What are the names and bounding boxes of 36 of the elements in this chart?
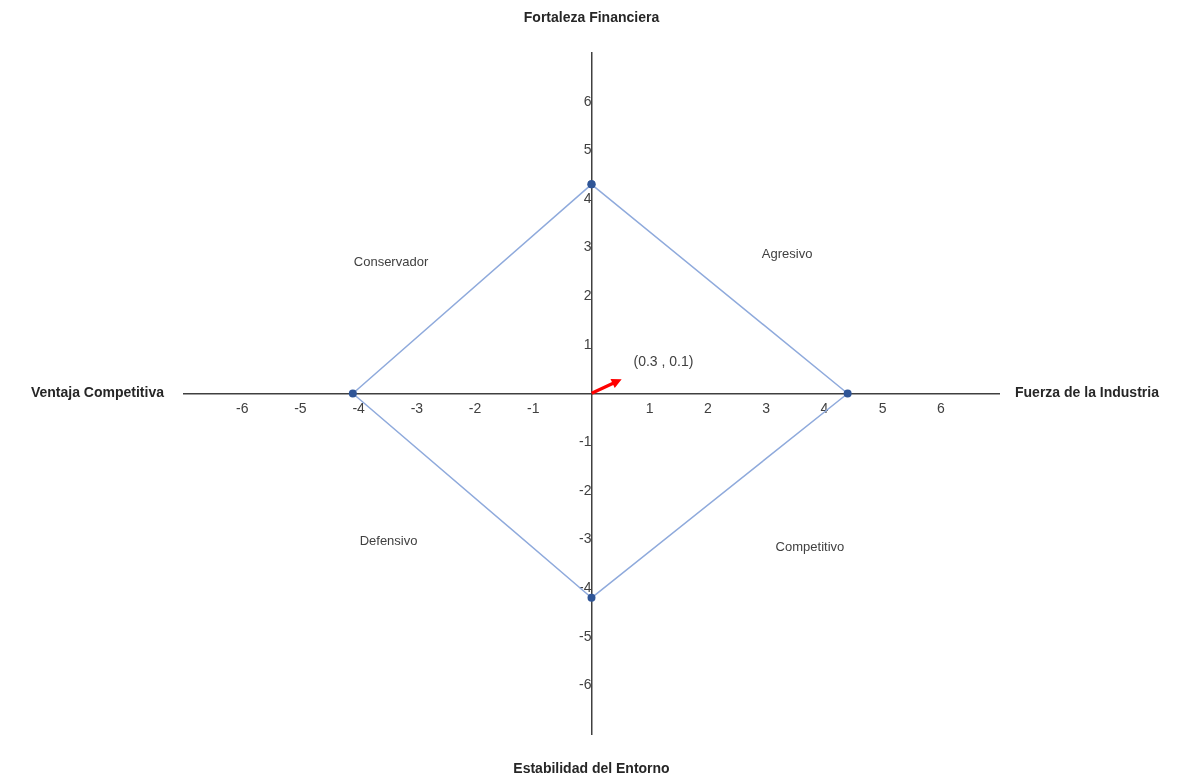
x-tick-label: 5 xyxy=(878,399,887,416)
x-tick-label: -3 xyxy=(410,399,424,416)
y-tick-label: -6 xyxy=(579,676,592,693)
y-tick-label: -5 xyxy=(579,627,592,644)
annotation: Defensivo xyxy=(359,532,418,548)
y-tick-label: -3 xyxy=(579,530,592,547)
point xyxy=(587,593,596,602)
annotation: (0.3 , 0.1) xyxy=(633,353,694,370)
x-tick-label: 4 xyxy=(820,399,829,416)
x-tick-label: 6 xyxy=(936,399,945,416)
y-tick-label: 1 xyxy=(583,335,592,352)
annotation: Conservador xyxy=(353,253,429,269)
x-tick-label: -1 xyxy=(527,399,540,416)
x-tick-label: -5 xyxy=(294,399,307,416)
x-tick-label: -6 xyxy=(235,399,249,416)
y-axis-title: Fortaleza Financiera xyxy=(523,8,660,25)
y-tick-label: -4 xyxy=(579,578,592,595)
y-tick-label: 3 xyxy=(583,238,592,255)
text: Ventaja Competitiva xyxy=(30,384,165,401)
x-axis-title: Fuerza de la Industria xyxy=(1015,384,1160,401)
x-tick-label: 2 xyxy=(704,399,713,416)
annotation: Competitivo xyxy=(775,538,845,554)
y-tick-label: 2 xyxy=(583,287,592,304)
x-tick-label: 3 xyxy=(762,399,771,416)
y-tick-label: -2 xyxy=(579,481,592,498)
y-tick-label: 6 xyxy=(583,92,592,109)
x-tick-label: 1 xyxy=(645,399,654,416)
y-tick-label: -1 xyxy=(579,433,592,449)
x-tick-label: -2 xyxy=(468,399,482,416)
point xyxy=(348,389,357,398)
point xyxy=(843,389,852,398)
y-tick-label: 5 xyxy=(583,141,592,158)
annotation: Agresivo xyxy=(761,246,813,262)
y-tick-label: 4 xyxy=(583,189,592,206)
text: Estabilidad del Entorno xyxy=(513,759,670,776)
x-tick-label: -4 xyxy=(352,399,366,416)
